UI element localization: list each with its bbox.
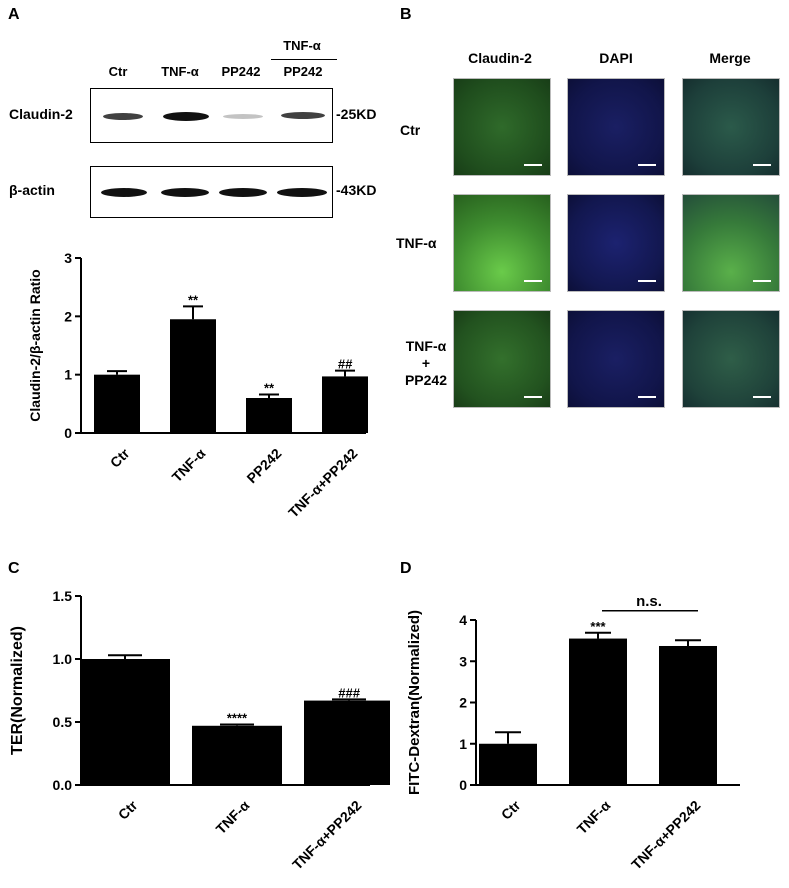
chart-claudin2-ratio: 0 1 2 3 Claudin-2/β-actin Ratio Ctr ** TNF-α ** P… bbox=[27, 250, 368, 521]
micrograph-claudin2-tnf-pp242 bbox=[453, 310, 551, 408]
scale-bar bbox=[638, 396, 656, 398]
bar bbox=[479, 743, 537, 785]
micrograph-dapi-tnf-pp242 bbox=[567, 310, 665, 408]
blot-band bbox=[103, 113, 143, 120]
micrograph-dapi-ctr bbox=[567, 78, 665, 176]
bar bbox=[170, 319, 216, 433]
significance-marker: ** bbox=[188, 292, 199, 307]
blot-size-label: -25KD bbox=[336, 106, 377, 122]
blot-lane-label: PP242 bbox=[283, 64, 323, 79]
significance-marker: ## bbox=[338, 357, 353, 372]
micrograph-merge-tnf bbox=[682, 194, 780, 292]
panel-label-c: C bbox=[8, 560, 20, 577]
blot-band bbox=[163, 112, 209, 121]
scale-bar bbox=[524, 164, 542, 166]
micrograph-claudin2-ctr bbox=[453, 78, 551, 176]
blot-band bbox=[281, 112, 325, 119]
x-tick-label: TNF-α+PP242 bbox=[628, 797, 704, 873]
blot-band bbox=[219, 188, 267, 197]
blot-group-line bbox=[271, 59, 337, 61]
western-blot: TNF-α Ctr TNF-α PP242 PP242 Claudin-2 -2… bbox=[0, 0, 390, 230]
x-tick-label: TNF-α+PP242 bbox=[289, 797, 365, 873]
y-tick-label: 1 bbox=[459, 736, 467, 752]
bar bbox=[569, 638, 627, 785]
y-axis-label: TER(Normalized) bbox=[9, 626, 26, 755]
x-tick-label: TNF-α bbox=[574, 797, 614, 837]
significance-marker: *** bbox=[590, 619, 606, 634]
significance-marker: ** bbox=[264, 381, 275, 396]
chart-fitc-dextran: 0 1 2 3 4 FITC-Dextran(Normalized) Ctr *** TNF-α… bbox=[406, 593, 740, 873]
blot-group-label: TNF-α bbox=[283, 38, 321, 53]
panel-label-a: A bbox=[8, 6, 20, 23]
micrograph-grid: Claudin-2 DAPI Merge Ctr TNF-α TNF-α + P… bbox=[390, 0, 789, 420]
x-tick-label: Ctr bbox=[498, 797, 524, 823]
y-tick-label: 2 bbox=[64, 308, 72, 324]
micrograph-column-label: Merge bbox=[709, 50, 751, 66]
significance-bracket-label: n.s. bbox=[636, 593, 662, 610]
micrograph-column-label: Claudin-2 bbox=[468, 50, 532, 66]
bar bbox=[322, 376, 368, 433]
bar bbox=[246, 398, 292, 433]
scale-bar bbox=[753, 396, 771, 398]
y-axis-label: Claudin-2/β-actin Ratio bbox=[27, 269, 43, 421]
y-tick-label: 2 bbox=[459, 695, 467, 711]
x-tick-label: Ctr bbox=[115, 797, 141, 823]
micrograph-row-label: TNF-α bbox=[396, 235, 437, 251]
y-tick-label: 0 bbox=[459, 777, 467, 793]
blot-lane-label: Ctr bbox=[108, 64, 128, 79]
blot-band bbox=[277, 188, 327, 197]
chart-ter: 0.0 0.5 1.0 1.5 TER(Normalized) Ctr **** TNF-α #… bbox=[9, 588, 390, 873]
micrograph-claudin2-tnf bbox=[453, 194, 551, 292]
micrograph-row-label: TNF-α + PP242 bbox=[396, 338, 456, 389]
blot-row-label: Claudin-2 bbox=[9, 106, 73, 122]
y-tick-label: 1.0 bbox=[53, 651, 73, 667]
scale-bar bbox=[638, 164, 656, 166]
scale-bar bbox=[753, 280, 771, 282]
y-axis-label: FITC-Dextran(Normalized) bbox=[406, 610, 423, 795]
y-tick-label: 1.5 bbox=[53, 588, 73, 604]
bar bbox=[94, 374, 140, 433]
micrograph-merge-tnf-pp242 bbox=[682, 310, 780, 408]
blot-strip bbox=[90, 166, 333, 218]
bar bbox=[659, 645, 717, 785]
y-tick-label: 1 bbox=[64, 367, 72, 383]
y-tick-label: 0.5 bbox=[53, 714, 73, 730]
micrograph-row-label: Ctr bbox=[400, 122, 421, 138]
micrograph-row-label-line: TNF-α bbox=[405, 338, 447, 354]
bar bbox=[192, 725, 282, 785]
blot-strip bbox=[90, 88, 333, 143]
x-tick-label: PP242 bbox=[243, 445, 284, 486]
y-tick-label: 0.0 bbox=[53, 777, 73, 793]
bar bbox=[304, 700, 390, 785]
micrograph-merge-ctr bbox=[682, 78, 780, 176]
scale-bar bbox=[524, 280, 542, 282]
y-tick-label: 3 bbox=[459, 653, 467, 669]
x-tick-label: TNF-α+PP242 bbox=[285, 445, 361, 521]
x-tick-label: TNF-α bbox=[213, 797, 253, 837]
blot-lane-label: TNF-α bbox=[161, 64, 199, 79]
blot-band bbox=[101, 188, 147, 197]
blot-band bbox=[223, 114, 263, 119]
bar bbox=[80, 659, 170, 785]
blot-row-label: β-actin bbox=[9, 182, 55, 198]
micrograph-row-label-line: + bbox=[421, 355, 431, 371]
micrograph-column-label: DAPI bbox=[599, 50, 633, 66]
panel-label-d: D bbox=[400, 560, 412, 577]
panel-label-b: B bbox=[400, 6, 412, 23]
scale-bar bbox=[524, 396, 542, 398]
y-tick-label: 4 bbox=[459, 612, 467, 628]
scale-bar bbox=[638, 280, 656, 282]
blot-size-label: -43KD bbox=[336, 182, 377, 198]
y-tick-label: 3 bbox=[64, 250, 72, 266]
x-tick-label: TNF-α bbox=[169, 445, 209, 485]
scale-bar bbox=[753, 164, 771, 166]
blot-band bbox=[161, 188, 209, 197]
y-tick-label: 0 bbox=[64, 425, 72, 441]
blot-lane-label: PP242 bbox=[221, 64, 261, 79]
significance-marker: ### bbox=[338, 685, 360, 700]
micrograph-row-label-line: PP242 bbox=[404, 372, 448, 388]
micrograph-dapi-tnf bbox=[567, 194, 665, 292]
x-tick-label: Ctr bbox=[107, 445, 133, 471]
significance-marker: **** bbox=[227, 711, 248, 726]
